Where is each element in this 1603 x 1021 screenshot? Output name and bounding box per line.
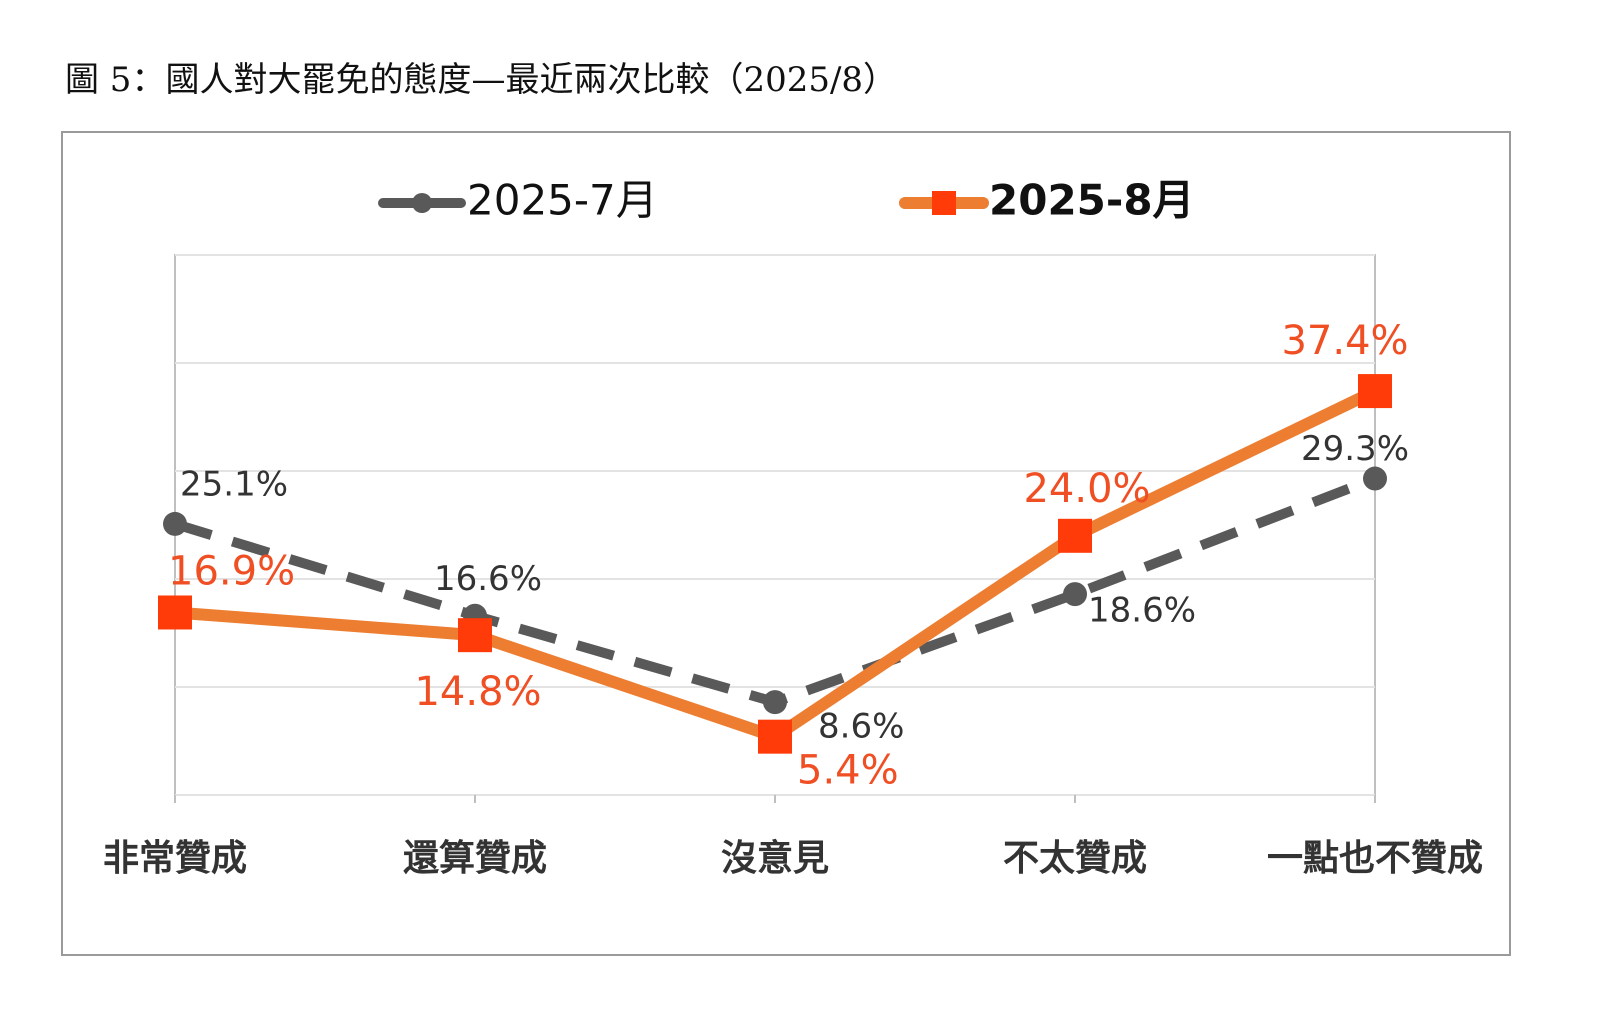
data-label: 24.0% — [1023, 466, 1150, 512]
chart-title: 圖 5：國人對大罷免的態度—最近兩次比較（2025/8） — [65, 60, 897, 100]
data-marker — [758, 719, 792, 754]
x-tick-label: 非常贊成 — [103, 838, 247, 879]
data-marker — [1063, 582, 1087, 607]
data-label: 16.9% — [168, 548, 295, 594]
chart-frame — [61, 131, 1511, 956]
data-label: 29.3% — [1301, 429, 1409, 469]
data-marker — [763, 690, 787, 715]
legend-label: 2025-8月 — [989, 176, 1195, 225]
legend-marker — [412, 193, 432, 213]
data-label: 8.6% — [818, 707, 904, 747]
x-tick-label: 沒意見 — [721, 838, 829, 879]
x-tick-label: 不太贊成 — [1003, 838, 1147, 879]
x-tick-label: 一點也不贊成 — [1267, 838, 1483, 879]
data-marker — [1058, 518, 1092, 553]
data-label: 37.4% — [1281, 318, 1408, 364]
data-marker — [1358, 374, 1392, 409]
legend-label: 2025-7月 — [467, 176, 658, 225]
data-label: 5.4% — [797, 748, 899, 794]
data-label: 14.8% — [414, 669, 541, 715]
data-label: 25.1% — [180, 464, 288, 504]
data-marker — [163, 511, 187, 536]
data-marker — [1363, 466, 1387, 491]
data-label: 16.6% — [434, 559, 542, 599]
legend-marker — [932, 191, 956, 215]
data-marker — [458, 618, 492, 653]
data-marker — [158, 595, 192, 630]
x-tick-label: 還算贊成 — [403, 838, 547, 879]
data-label: 18.6% — [1088, 591, 1196, 631]
